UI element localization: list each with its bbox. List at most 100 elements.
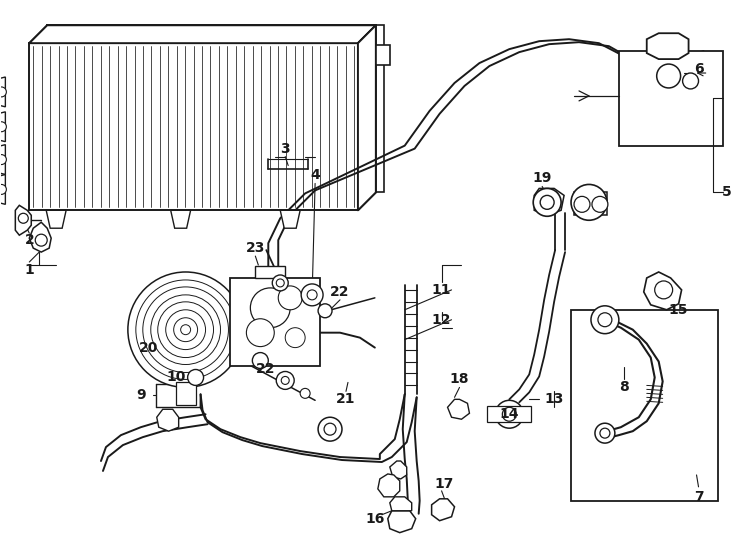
Circle shape [318, 304, 332, 318]
Bar [619, 51, 724, 146]
Polygon shape [46, 210, 66, 228]
Circle shape [276, 372, 294, 389]
Polygon shape [0, 77, 5, 107]
Circle shape [301, 284, 323, 306]
Circle shape [281, 376, 289, 384]
Circle shape [0, 122, 7, 132]
Polygon shape [574, 192, 607, 215]
Circle shape [247, 319, 275, 347]
Circle shape [318, 417, 342, 441]
Text: 23: 23 [246, 241, 265, 255]
Circle shape [276, 279, 284, 287]
Polygon shape [388, 511, 415, 532]
Polygon shape [378, 474, 400, 497]
Circle shape [324, 423, 336, 435]
Circle shape [286, 328, 305, 348]
Circle shape [250, 288, 290, 328]
Circle shape [655, 281, 672, 299]
Text: 18: 18 [450, 373, 469, 387]
Polygon shape [280, 210, 300, 228]
Text: 17: 17 [435, 477, 454, 491]
Text: 13: 13 [545, 393, 564, 406]
Circle shape [300, 388, 310, 399]
Text: 7: 7 [694, 490, 703, 504]
Polygon shape [0, 174, 5, 204]
Text: 8: 8 [619, 380, 629, 394]
Circle shape [272, 275, 288, 291]
Polygon shape [255, 266, 286, 278]
Polygon shape [390, 497, 412, 511]
Polygon shape [376, 45, 390, 65]
Text: 21: 21 [336, 393, 356, 406]
Text: 9: 9 [136, 388, 145, 402]
Circle shape [128, 272, 244, 387]
Circle shape [540, 195, 554, 210]
Circle shape [502, 407, 516, 421]
Circle shape [188, 369, 203, 386]
Circle shape [591, 306, 619, 334]
Polygon shape [29, 222, 51, 252]
Circle shape [150, 295, 220, 364]
Circle shape [571, 185, 607, 220]
Circle shape [574, 197, 590, 212]
Text: 22: 22 [330, 285, 349, 299]
Text: 22: 22 [255, 362, 275, 376]
Circle shape [278, 286, 302, 310]
Text: 3: 3 [280, 141, 290, 156]
Circle shape [158, 302, 214, 357]
Text: 15: 15 [669, 303, 688, 317]
Bar [47, 25, 376, 192]
Text: 5: 5 [722, 185, 731, 199]
Text: 12: 12 [432, 313, 451, 327]
Bar [571, 310, 719, 501]
Text: 1: 1 [24, 263, 34, 277]
Circle shape [181, 325, 191, 335]
Bar [376, 25, 384, 192]
Circle shape [0, 154, 7, 165]
Polygon shape [644, 272, 682, 310]
Text: 2: 2 [24, 233, 34, 247]
Circle shape [252, 353, 269, 368]
Text: 20: 20 [139, 341, 159, 355]
Polygon shape [157, 409, 178, 431]
Circle shape [35, 234, 47, 246]
Text: 19: 19 [532, 172, 552, 185]
Polygon shape [448, 400, 470, 419]
Circle shape [18, 213, 29, 223]
Circle shape [595, 423, 615, 443]
Circle shape [307, 290, 317, 300]
Circle shape [495, 400, 523, 428]
Circle shape [174, 318, 197, 342]
Text: 10: 10 [166, 370, 186, 384]
Polygon shape [171, 210, 191, 228]
Bar [230, 278, 320, 366]
Circle shape [598, 313, 612, 327]
Polygon shape [175, 382, 195, 406]
Bar [29, 43, 358, 210]
Polygon shape [390, 461, 407, 479]
Text: 16: 16 [366, 512, 385, 526]
Circle shape [592, 197, 608, 212]
Circle shape [0, 87, 7, 97]
Polygon shape [15, 205, 32, 235]
Circle shape [657, 64, 680, 88]
Polygon shape [29, 25, 376, 43]
Polygon shape [432, 499, 454, 521]
Circle shape [166, 310, 206, 349]
Circle shape [143, 287, 228, 373]
Circle shape [600, 428, 610, 438]
Polygon shape [0, 145, 5, 174]
Text: 14: 14 [500, 407, 519, 421]
Text: 4: 4 [310, 168, 320, 183]
Circle shape [533, 188, 561, 217]
Text: 11: 11 [432, 283, 451, 297]
Circle shape [136, 280, 236, 380]
Polygon shape [647, 33, 688, 59]
Circle shape [683, 73, 699, 89]
Circle shape [0, 185, 7, 194]
Polygon shape [358, 25, 376, 210]
Text: 6: 6 [694, 62, 703, 76]
Polygon shape [534, 188, 564, 215]
Polygon shape [0, 112, 5, 141]
Bar [487, 406, 531, 422]
